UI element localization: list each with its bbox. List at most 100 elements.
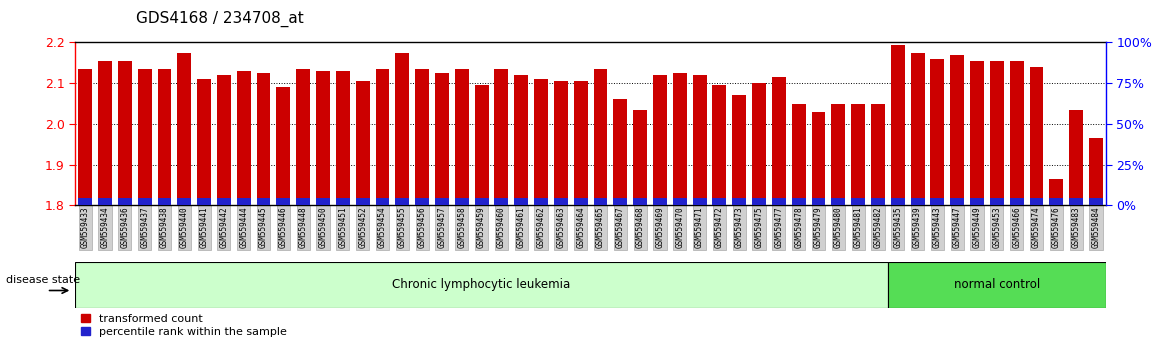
Bar bbox=[712, 198, 726, 205]
Bar bbox=[1049, 198, 1063, 205]
Bar bbox=[594, 198, 608, 205]
Bar bbox=[236, 71, 250, 205]
Bar bbox=[1089, 138, 1102, 205]
Bar bbox=[375, 69, 389, 205]
Bar bbox=[435, 198, 449, 205]
Bar bbox=[812, 198, 826, 205]
Bar bbox=[375, 198, 389, 205]
Bar bbox=[812, 112, 826, 205]
Bar bbox=[1049, 179, 1063, 205]
Bar bbox=[197, 198, 211, 205]
Bar bbox=[633, 198, 647, 205]
Bar bbox=[990, 61, 1004, 205]
Bar bbox=[435, 73, 449, 205]
Bar bbox=[534, 198, 548, 205]
Bar bbox=[752, 198, 765, 205]
Bar bbox=[732, 198, 746, 205]
Bar bbox=[931, 198, 945, 205]
Bar bbox=[257, 198, 271, 205]
Bar bbox=[712, 85, 726, 205]
Bar bbox=[356, 198, 369, 205]
Bar bbox=[138, 198, 152, 205]
Bar bbox=[653, 198, 667, 205]
Bar bbox=[1029, 67, 1043, 205]
Bar bbox=[157, 198, 171, 205]
Bar bbox=[594, 69, 608, 205]
Bar bbox=[633, 110, 647, 205]
Bar bbox=[851, 104, 865, 205]
Bar bbox=[554, 198, 567, 205]
Bar bbox=[1069, 110, 1083, 205]
Bar bbox=[316, 71, 330, 205]
Bar bbox=[792, 198, 806, 205]
Bar bbox=[910, 53, 924, 205]
Bar bbox=[910, 198, 924, 205]
Bar bbox=[416, 69, 430, 205]
Bar bbox=[1010, 198, 1024, 205]
Bar bbox=[494, 198, 508, 205]
Bar bbox=[1069, 198, 1083, 205]
Bar bbox=[395, 53, 409, 205]
Bar bbox=[217, 198, 230, 205]
Bar bbox=[732, 96, 746, 205]
Text: normal control: normal control bbox=[954, 279, 1040, 291]
Bar bbox=[772, 198, 786, 205]
Bar bbox=[416, 198, 430, 205]
Bar bbox=[951, 55, 965, 205]
Bar bbox=[1089, 198, 1102, 205]
Bar bbox=[871, 104, 885, 205]
Bar bbox=[475, 85, 489, 205]
Bar bbox=[356, 81, 369, 205]
Text: Chronic lymphocytic leukemia: Chronic lymphocytic leukemia bbox=[393, 279, 571, 291]
Bar bbox=[692, 198, 706, 205]
Bar bbox=[891, 45, 904, 205]
Bar bbox=[98, 61, 112, 205]
Bar bbox=[888, 262, 1106, 308]
Bar bbox=[118, 61, 132, 205]
Bar bbox=[692, 75, 706, 205]
Bar bbox=[118, 198, 132, 205]
Bar bbox=[970, 198, 984, 205]
Bar bbox=[1010, 61, 1024, 205]
Bar bbox=[157, 69, 171, 205]
Bar bbox=[177, 198, 191, 205]
Legend: transformed count, percentile rank within the sample: transformed count, percentile rank withi… bbox=[81, 314, 286, 337]
Bar bbox=[1029, 198, 1043, 205]
Bar bbox=[951, 198, 965, 205]
Bar bbox=[970, 61, 984, 205]
Bar bbox=[98, 198, 112, 205]
Bar bbox=[673, 73, 687, 205]
Bar bbox=[79, 198, 93, 205]
Bar bbox=[75, 262, 888, 308]
Bar bbox=[455, 69, 469, 205]
Bar bbox=[514, 75, 528, 205]
Bar bbox=[851, 198, 865, 205]
Bar bbox=[296, 198, 310, 205]
Bar bbox=[534, 79, 548, 205]
Bar bbox=[653, 75, 667, 205]
Bar bbox=[138, 69, 152, 205]
Bar bbox=[792, 104, 806, 205]
Bar bbox=[514, 198, 528, 205]
Bar bbox=[197, 79, 211, 205]
Bar bbox=[336, 198, 350, 205]
Bar bbox=[395, 198, 409, 205]
Text: GDS4168 / 234708_at: GDS4168 / 234708_at bbox=[137, 11, 303, 27]
Bar bbox=[752, 83, 765, 205]
Bar bbox=[614, 198, 628, 205]
Bar bbox=[277, 198, 291, 205]
Bar bbox=[990, 198, 1004, 205]
Bar bbox=[831, 104, 845, 205]
Bar bbox=[614, 99, 628, 205]
Bar bbox=[931, 59, 945, 205]
Bar bbox=[673, 198, 687, 205]
Bar bbox=[336, 71, 350, 205]
Bar bbox=[217, 75, 230, 205]
Bar bbox=[277, 87, 291, 205]
Bar bbox=[772, 77, 786, 205]
Bar bbox=[831, 198, 845, 205]
Bar bbox=[79, 69, 93, 205]
Bar bbox=[296, 69, 310, 205]
Bar bbox=[871, 198, 885, 205]
Bar bbox=[494, 69, 508, 205]
